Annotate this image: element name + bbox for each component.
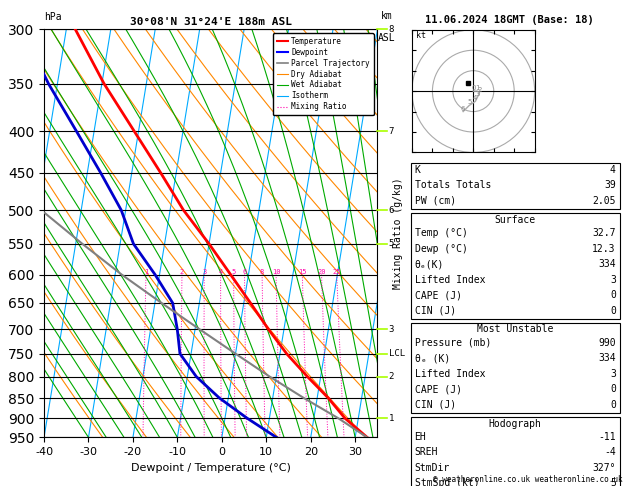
Text: 15: 15 (298, 269, 306, 275)
Text: 334: 334 (598, 259, 616, 269)
Text: 2.05: 2.05 (593, 196, 616, 206)
Text: 5: 5 (231, 269, 236, 275)
Text: 990: 990 (598, 338, 616, 347)
Text: 5: 5 (389, 239, 394, 248)
Text: -11: -11 (598, 432, 616, 442)
Text: Dewp (°C): Dewp (°C) (415, 243, 467, 254)
Text: 2: 2 (477, 87, 482, 93)
Text: 32.7: 32.7 (593, 228, 616, 238)
Text: km: km (381, 11, 392, 21)
Text: CIN (J): CIN (J) (415, 306, 455, 316)
Text: StmDir: StmDir (415, 463, 450, 473)
Text: -4: -4 (604, 447, 616, 457)
Text: 0: 0 (610, 306, 616, 316)
Text: 7: 7 (389, 126, 394, 136)
Text: CAPE (J): CAPE (J) (415, 290, 462, 300)
Legend: Temperature, Dewpoint, Parcel Trajectory, Dry Adiabat, Wet Adiabat, Isotherm, Mi: Temperature, Dewpoint, Parcel Trajectory… (273, 33, 374, 115)
Text: 1: 1 (389, 414, 394, 423)
Text: 6: 6 (461, 105, 465, 112)
Text: 4: 4 (473, 95, 477, 102)
Text: Lifted Index: Lifted Index (415, 369, 485, 379)
Text: θₑ(K): θₑ(K) (415, 259, 444, 269)
Y-axis label: hPa: hPa (0, 223, 3, 243)
Text: ASL: ASL (378, 33, 396, 43)
Text: CAPE (J): CAPE (J) (415, 384, 462, 394)
Text: LCL: LCL (389, 349, 405, 358)
Text: 3: 3 (389, 325, 394, 334)
Text: SREH: SREH (415, 447, 438, 457)
Text: © weatheronline.co.uk weatheronline.co.uk: © weatheronline.co.uk weatheronline.co.u… (433, 474, 623, 484)
Text: PW (cm): PW (cm) (415, 196, 455, 206)
Text: 0: 0 (610, 384, 616, 394)
Text: 3: 3 (475, 91, 480, 97)
Text: 39: 39 (604, 180, 616, 191)
Text: 20: 20 (317, 269, 326, 275)
Text: Most Unstable: Most Unstable (477, 325, 554, 334)
Text: EH: EH (415, 432, 426, 442)
Text: CIN (J): CIN (J) (415, 400, 455, 410)
Text: Temp (°C): Temp (°C) (415, 228, 467, 238)
Text: 25: 25 (333, 269, 341, 275)
Text: 2: 2 (180, 269, 184, 275)
Text: 0: 0 (610, 400, 616, 410)
Text: 6: 6 (242, 269, 247, 275)
Text: 3: 3 (202, 269, 206, 275)
Text: Surface: Surface (494, 215, 536, 225)
Text: 1: 1 (475, 85, 480, 91)
Text: 12.3: 12.3 (593, 243, 616, 254)
Text: 5: 5 (610, 478, 616, 486)
Text: 8: 8 (260, 269, 264, 275)
Text: 1: 1 (144, 269, 148, 275)
Text: hPa: hPa (44, 12, 62, 22)
Text: 3: 3 (610, 369, 616, 379)
Text: Totals Totals: Totals Totals (415, 180, 491, 191)
Text: 6: 6 (389, 206, 394, 215)
Text: 0: 0 (471, 85, 476, 91)
Text: 5: 5 (467, 100, 471, 105)
Text: 3: 3 (610, 275, 616, 285)
Text: kt: kt (416, 31, 426, 40)
Text: Lifted Index: Lifted Index (415, 275, 485, 285)
Text: Hodograph: Hodograph (489, 418, 542, 429)
Text: 334: 334 (598, 353, 616, 363)
Text: 2: 2 (389, 372, 394, 381)
Text: 327°: 327° (593, 463, 616, 473)
Text: StmSpd (kt): StmSpd (kt) (415, 478, 479, 486)
Text: 4: 4 (218, 269, 223, 275)
Text: θₑ (K): θₑ (K) (415, 353, 450, 363)
Text: K: K (415, 165, 420, 175)
Text: 11.06.2024 18GMT (Base: 18): 11.06.2024 18GMT (Base: 18) (425, 15, 594, 25)
Text: Mixing Ratio (g/kg): Mixing Ratio (g/kg) (393, 177, 403, 289)
Text: Pressure (mb): Pressure (mb) (415, 338, 491, 347)
Text: 4: 4 (610, 165, 616, 175)
Text: 0: 0 (610, 290, 616, 300)
Title: 30°08'N 31°24'E 188m ASL: 30°08'N 31°24'E 188m ASL (130, 17, 292, 27)
Text: 10: 10 (272, 269, 281, 275)
X-axis label: Dewpoint / Temperature (°C): Dewpoint / Temperature (°C) (131, 463, 291, 473)
Text: 8: 8 (389, 25, 394, 34)
